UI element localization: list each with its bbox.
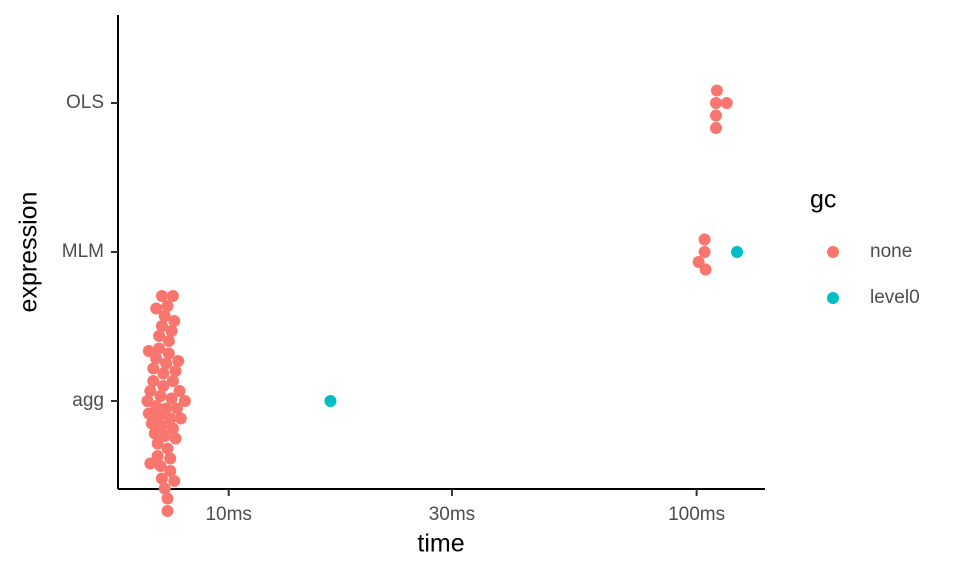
point	[153, 342, 166, 355]
point	[155, 290, 168, 302]
point	[155, 320, 168, 332]
point	[166, 290, 179, 302]
point	[160, 357, 173, 370]
point	[165, 325, 178, 337]
point	[150, 400, 163, 412]
point	[142, 407, 155, 420]
point	[169, 432, 182, 445]
point	[141, 395, 154, 407]
point	[153, 330, 166, 342]
legend-label: none	[870, 241, 912, 262]
x-tick-label: 100ms	[668, 504, 725, 525]
point	[162, 347, 175, 360]
point	[164, 465, 177, 477]
point	[155, 472, 168, 485]
y-tick-label: agg	[72, 390, 104, 411]
point	[164, 452, 177, 465]
point	[144, 385, 157, 397]
legend-key	[827, 292, 839, 304]
point	[169, 365, 182, 377]
y-tick-label: MLM	[62, 241, 104, 262]
point	[174, 412, 187, 425]
point	[147, 362, 160, 375]
point	[698, 246, 711, 258]
point	[710, 84, 723, 97]
point	[148, 427, 161, 440]
point	[154, 390, 167, 402]
point	[699, 263, 712, 276]
point	[153, 410, 166, 422]
point	[698, 233, 711, 246]
point	[172, 355, 185, 367]
point	[168, 315, 181, 327]
point	[170, 402, 183, 415]
point	[157, 367, 170, 380]
point	[162, 335, 175, 347]
point	[161, 492, 174, 505]
point	[147, 375, 160, 387]
point	[157, 380, 170, 392]
point	[144, 457, 157, 470]
point	[720, 97, 733, 109]
x-tick-label: 10ms	[205, 504, 251, 525]
legend-label: level0	[870, 287, 920, 308]
point	[161, 505, 174, 517]
point	[150, 302, 163, 315]
point	[160, 402, 173, 415]
point	[155, 420, 168, 432]
point	[709, 97, 722, 109]
point	[151, 437, 164, 450]
y-tick-label: OLS	[66, 92, 104, 113]
point	[158, 310, 171, 322]
point	[142, 345, 155, 357]
legend-key	[827, 246, 839, 258]
y-axis-title: expression	[15, 192, 43, 313]
point	[145, 417, 158, 430]
point	[168, 475, 181, 487]
point	[173, 385, 186, 397]
point	[158, 482, 171, 495]
x-axis-title: time	[417, 530, 464, 558]
point	[178, 395, 191, 407]
point	[324, 395, 337, 407]
point	[150, 352, 163, 365]
point	[154, 460, 167, 472]
point	[709, 122, 722, 134]
point	[731, 246, 744, 258]
point	[166, 375, 179, 387]
point	[166, 422, 179, 435]
point	[709, 109, 722, 122]
point	[161, 300, 174, 312]
legend-title: gc	[810, 186, 836, 214]
point	[151, 450, 164, 462]
point	[158, 430, 171, 442]
point	[161, 442, 174, 455]
point	[164, 412, 177, 425]
x-tick-label: 30ms	[429, 504, 475, 525]
point	[165, 392, 178, 405]
